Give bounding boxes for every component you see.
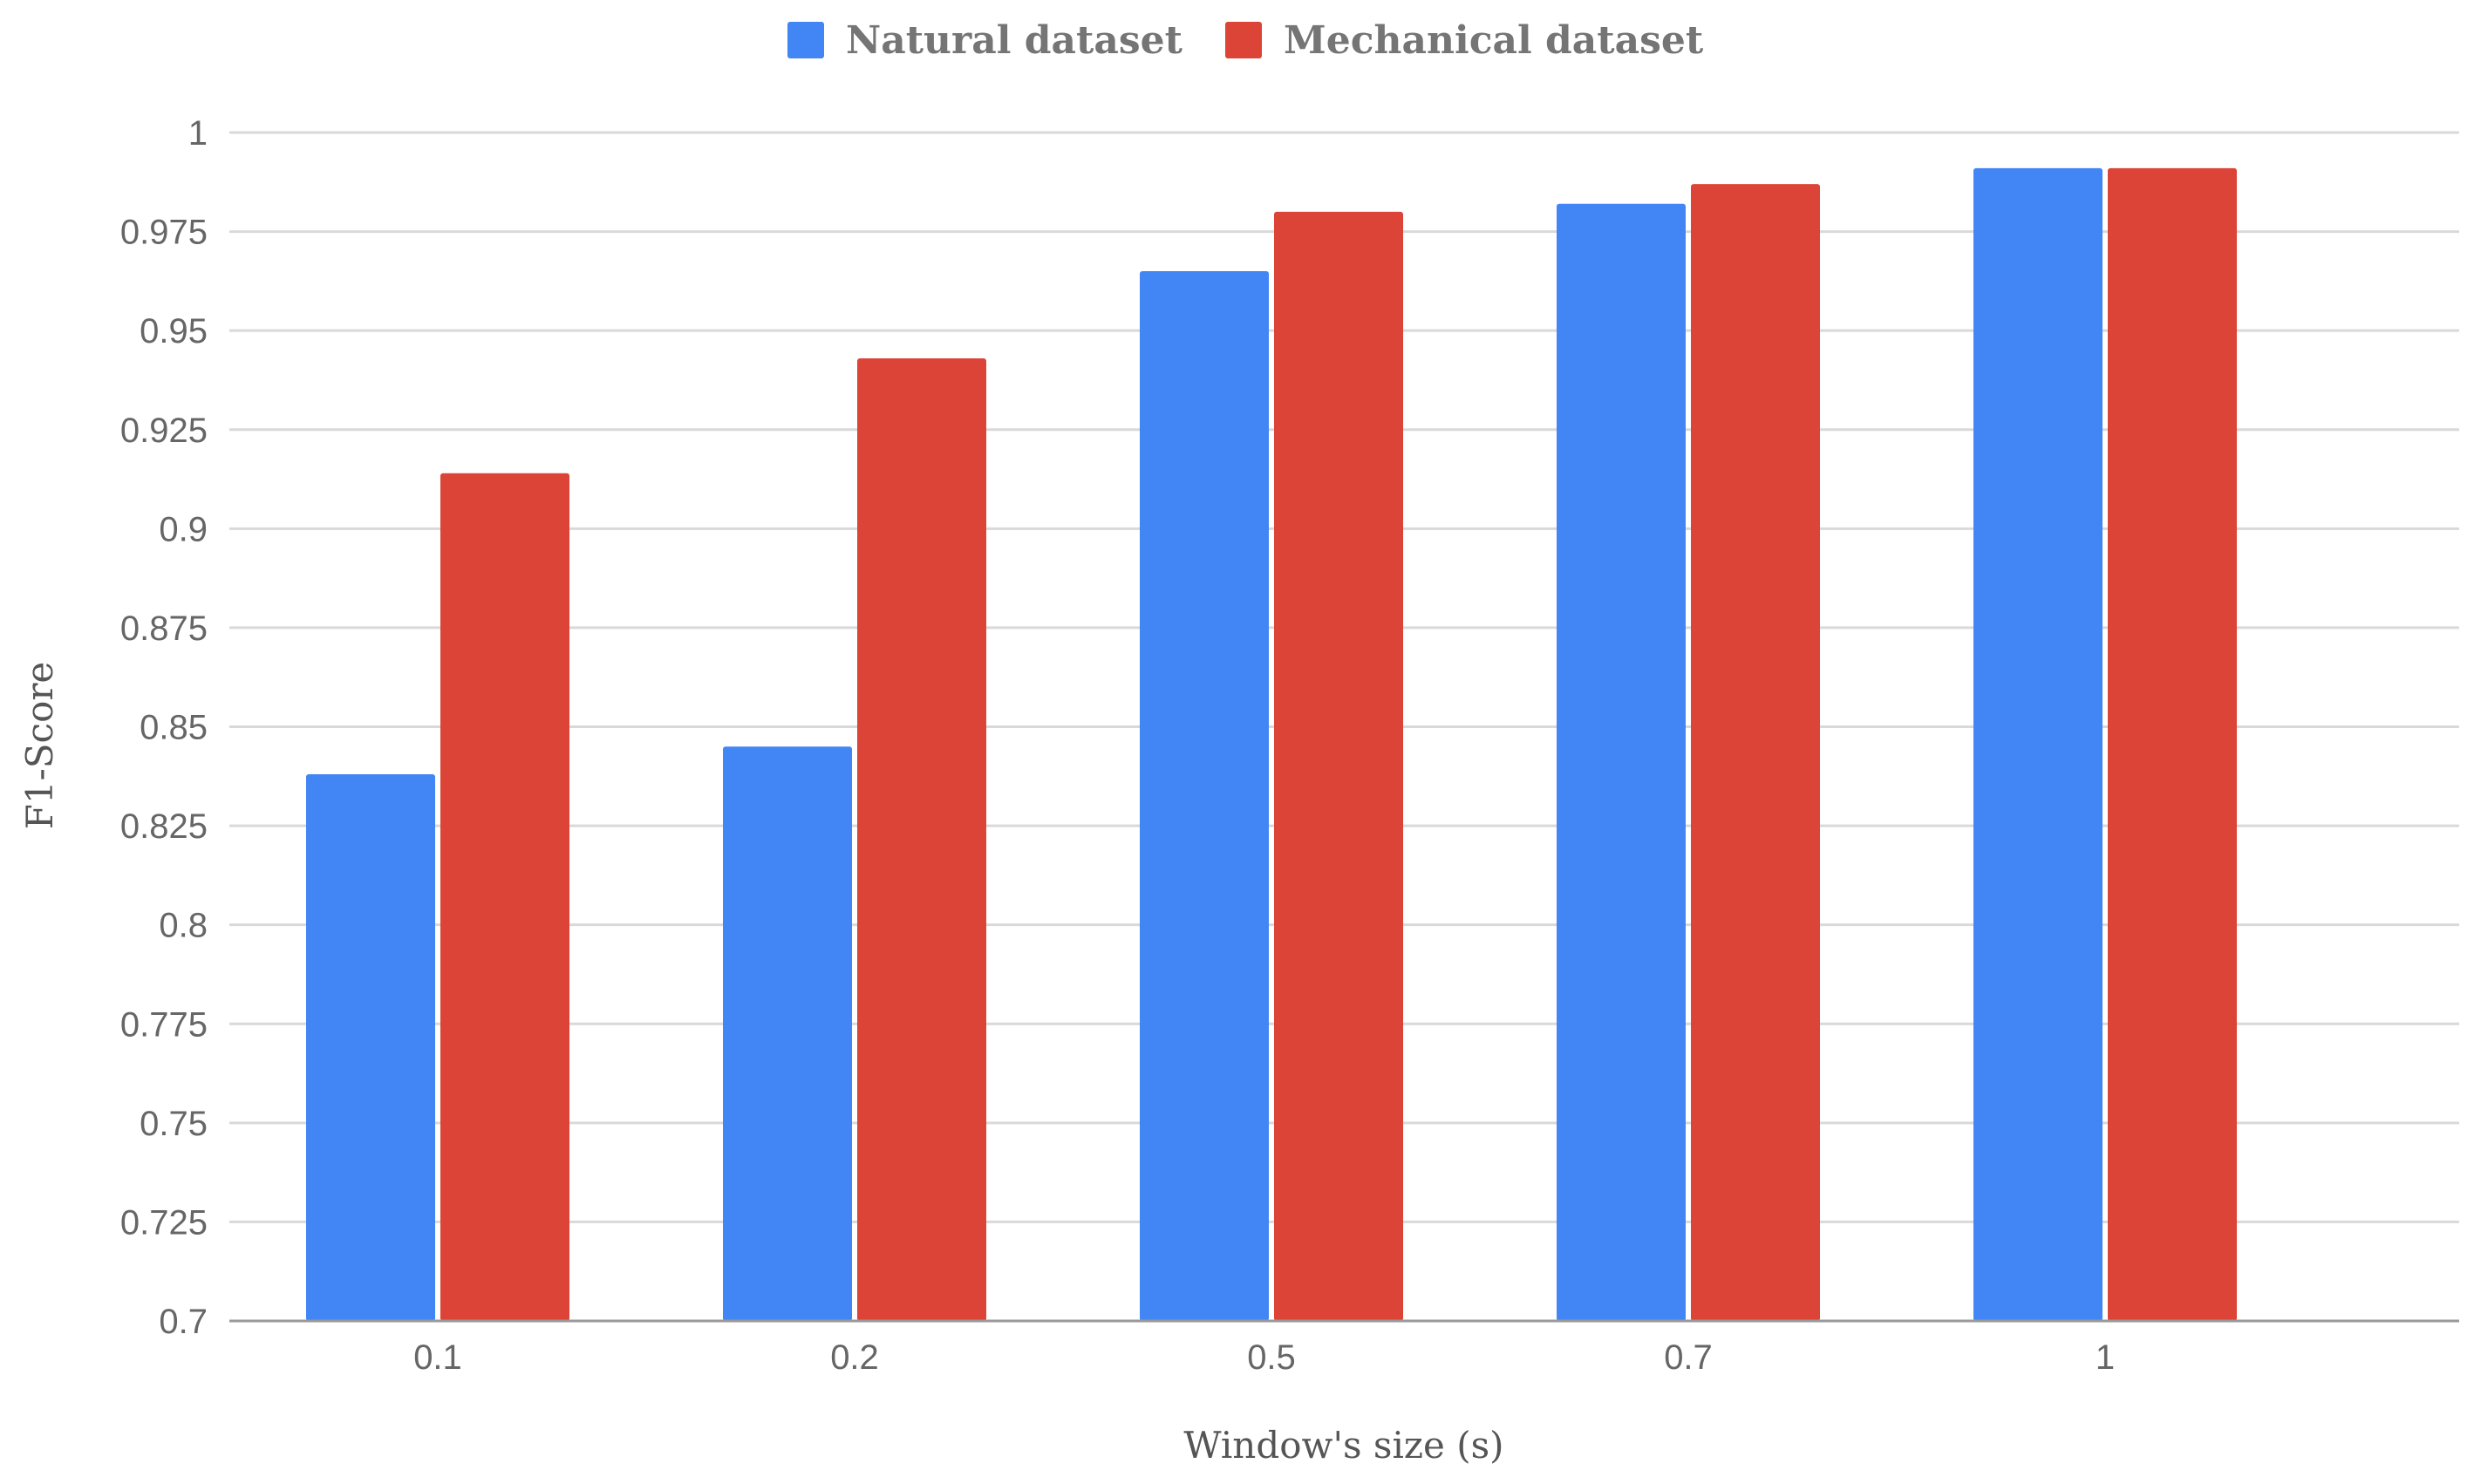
y-tick-label: 0.95 [140,312,208,351]
bar-natural-0.7 [1557,203,1686,1321]
y-tick-label: 0.975 [120,214,208,252]
x-axis-ticks: 0.1 0.2 0.5 0.7 1 [413,1338,2115,1377]
legend-label-mechanical: Mechanical dataset [1284,18,1704,63]
legend-label-natural: Natural dataset [846,18,1183,63]
legend: Natural dataset Mechanical dataset [787,18,1704,63]
x-tick-label: 0.1 [413,1338,462,1377]
bar-natural-0.5 [1140,271,1269,1322]
bar-mechanical-0.7 [1691,184,1820,1321]
x-tick-label: 0.2 [830,1338,879,1377]
x-axis-title: Window's size (s) [1183,1424,1503,1467]
bar-natural-0.2 [723,746,852,1321]
x-tick-label: 1 [2096,1338,2115,1377]
bar-mechanical-0.2 [857,357,986,1322]
y-tick-label: 0.75 [140,1105,208,1143]
y-tick-label: 0.825 [120,807,208,846]
y-axis-ticks: 0.7 0.725 0.75 0.775 0.8 0.825 0.85 0.875 0.9 0.9… [120,114,208,1341]
y-axis-title: F1-Score [18,662,61,830]
legend-swatch-natural [787,22,824,58]
y-tick-label: 0.85 [140,709,208,747]
y-tick-label: 1 [188,114,208,153]
bar-natural-1 [1973,167,2103,1321]
bar-mechanical-0.5 [1274,211,1403,1321]
y-tick-label: 0.925 [120,412,208,450]
bars [306,167,2237,1322]
y-tick-label: 0.725 [120,1203,208,1242]
x-tick-label: 0.7 [1664,1338,1713,1377]
x-tick-label: 0.5 [1247,1338,1296,1377]
bar-mechanical-1 [2108,167,2237,1321]
bar-mechanical-0.1 [440,473,569,1321]
legend-swatch-mechanical [1225,22,1262,58]
bar-natural-0.1 [306,774,435,1321]
y-tick-label: 0.9 [159,510,208,548]
y-tick-label: 0.775 [120,1005,208,1044]
y-tick-label: 0.8 [159,907,208,945]
y-tick-label: 0.7 [159,1303,208,1341]
y-tick-label: 0.875 [120,609,208,648]
